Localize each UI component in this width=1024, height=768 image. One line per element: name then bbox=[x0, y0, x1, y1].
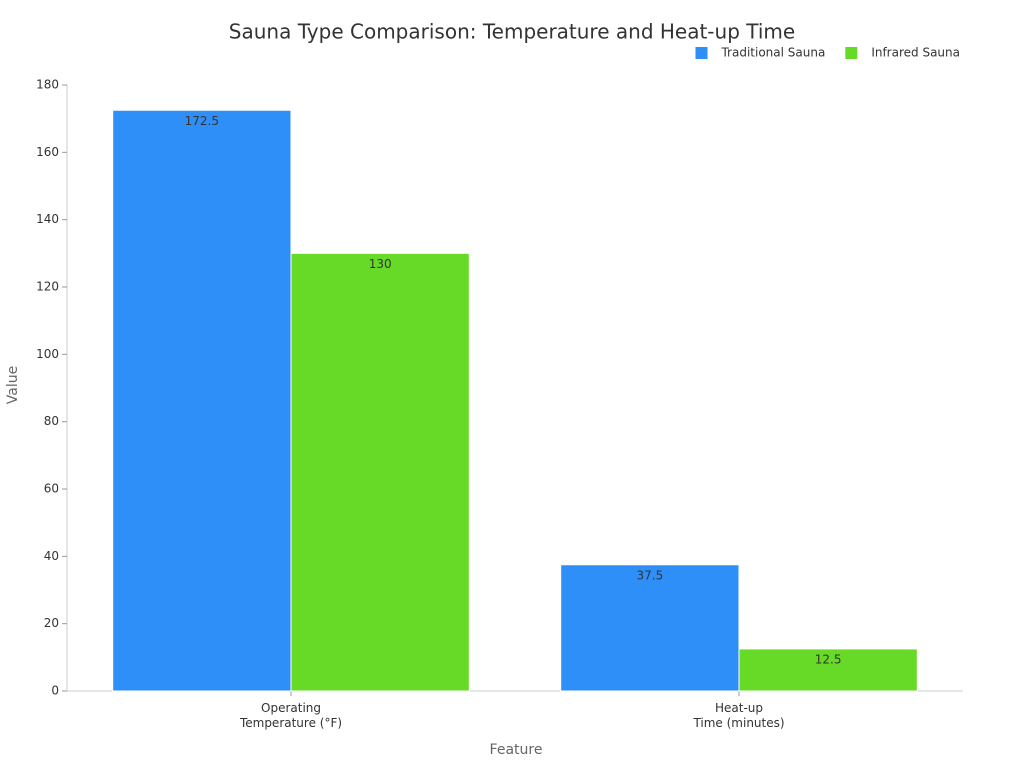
y-tick-label: 160 bbox=[36, 145, 59, 159]
data-label: 172.5 bbox=[185, 114, 219, 128]
y-tick-label: 140 bbox=[36, 212, 59, 226]
y-tick-label: 0 bbox=[51, 684, 59, 698]
data-label: 37.5 bbox=[636, 568, 663, 582]
bar bbox=[290, 252, 470, 692]
legend-swatch bbox=[695, 47, 708, 59]
chart-title: Sauna Type Comparison: Temperature and H… bbox=[229, 20, 795, 44]
bar bbox=[560, 564, 740, 692]
data-label: 130 bbox=[369, 257, 392, 271]
y-tick-label: 60 bbox=[44, 482, 59, 496]
bar bbox=[112, 109, 292, 692]
legend-label: Infrared Sauna bbox=[871, 46, 960, 60]
legend-label: Traditional Sauna bbox=[720, 46, 825, 60]
x-tick-label: Heat-up Time (minutes) bbox=[692, 701, 784, 730]
x-tick-label: Operating Temperature (°F) bbox=[239, 701, 342, 730]
bar bbox=[738, 648, 918, 692]
y-axis-label: Value bbox=[5, 366, 21, 404]
y-tick-label: 180 bbox=[36, 78, 59, 92]
y-tick-label: 20 bbox=[44, 616, 59, 630]
legend-swatch bbox=[845, 47, 858, 59]
y-tick-label: 80 bbox=[44, 414, 59, 428]
x-axis-label: Feature bbox=[490, 742, 543, 758]
y-tick-label: 40 bbox=[44, 549, 59, 563]
y-tick-label: 120 bbox=[36, 280, 59, 294]
y-tick-label: 100 bbox=[36, 347, 59, 361]
data-label: 12.5 bbox=[815, 652, 842, 666]
